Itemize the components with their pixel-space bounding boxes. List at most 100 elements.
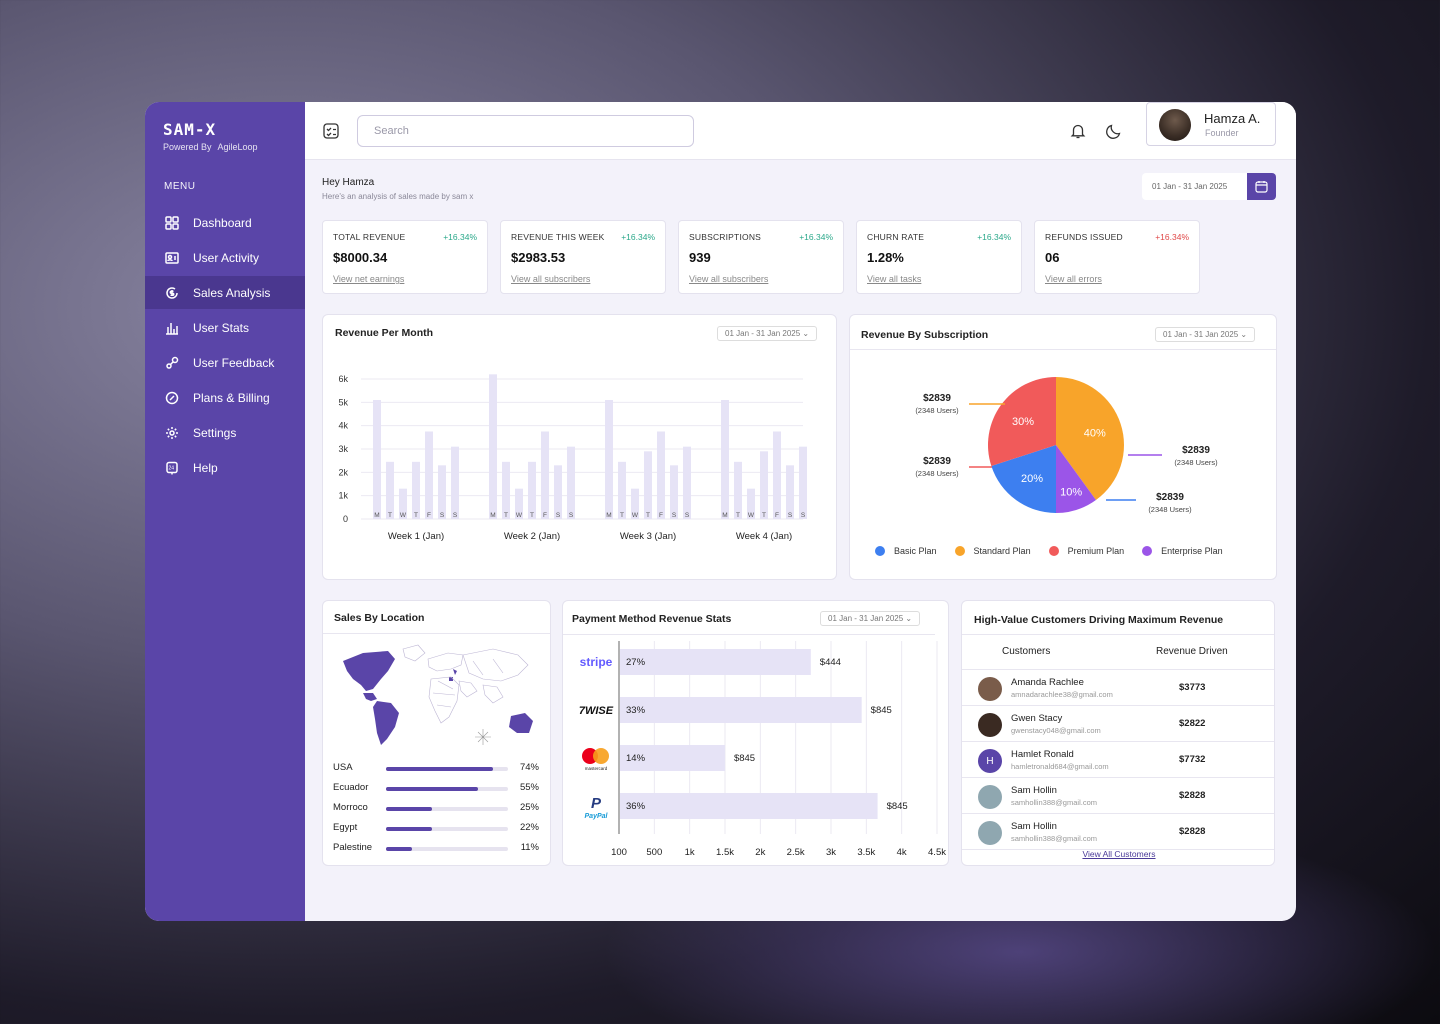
location-pct: 55% [519, 782, 539, 793]
day-label: M [606, 512, 611, 519]
day-label: T [620, 512, 624, 519]
kpi-value: $2983.53 [511, 250, 566, 265]
profile-menu[interactable]: Hamza A. Founder [1146, 102, 1276, 146]
customer-row[interactable]: Sam Hollin samhollin388@gmail.com $2828 [962, 777, 1274, 813]
sidebar-item-plans-billing[interactable]: Plans & Billing [145, 381, 305, 414]
date-dropdown[interactable]: 01 Jan - 31 Jan 2025 ⌄ [1155, 327, 1256, 342]
y-tick-label: 1k [338, 491, 348, 501]
y-tick-label: 5k [338, 397, 348, 407]
brand-name: SAM-X [163, 120, 217, 139]
kpi-link[interactable]: View net earnings [333, 274, 405, 284]
kpi-link[interactable]: View all subscribers [511, 274, 591, 284]
kpi-link[interactable]: View all subscribers [689, 274, 769, 284]
sidebar: SAM-X Powered By AgileLoop MENU Dashboard… [145, 102, 305, 921]
card-title: Revenue Per Month [335, 327, 434, 339]
col-customers: Customers [1002, 646, 1051, 657]
sidebar-nav: Dashboard User Activity Sales Analysis U… [145, 206, 305, 486]
sidebar-item-user-activity[interactable]: User Activity [145, 241, 305, 274]
card-title: High-Value Customers Driving Maximum Rev… [974, 614, 1224, 626]
sidebar-item-label: User Feedback [193, 355, 275, 370]
callout-amount: $2839 [923, 456, 951, 467]
kpi-delta: +16.34% [977, 232, 1011, 242]
feedback-icon [166, 356, 179, 369]
day-label: T [388, 512, 392, 519]
kpi-delta: +16.34% [621, 232, 655, 242]
x-tick-label: 4.5k [928, 847, 946, 858]
billing-icon [165, 391, 179, 404]
bar-value: $845 [734, 753, 755, 764]
svg-text:24: 24 [169, 465, 175, 471]
sales-by-location-card: Sales By Location [322, 600, 551, 866]
bar [747, 488, 755, 519]
location-row: USA 74% [333, 762, 539, 776]
bar [515, 488, 523, 519]
day-label: F [659, 512, 663, 519]
slice-label: 10% [1060, 487, 1082, 499]
card-title: Sales By Location [334, 612, 425, 624]
kpi-revenue-week: REVENUE THIS WEEK +16.34% $2983.53 View all… [500, 220, 666, 294]
day-label: T [646, 512, 650, 519]
legend-label: Standard Plan [973, 546, 1031, 556]
checklist-icon[interactable] [322, 122, 340, 140]
sidebar-item-label: Plans & Billing [193, 390, 270, 405]
y-tick-label: 6k [338, 374, 348, 384]
date-dropdown[interactable]: 01 Jan - 31 Jan 2025 ⌄ [717, 326, 818, 341]
country-name: Palestine [333, 842, 373, 853]
callout-amount: $2839 [923, 393, 951, 404]
bar [425, 431, 433, 519]
avatar [978, 677, 1002, 701]
kpi-link[interactable]: View all errors [1045, 274, 1102, 284]
day-label: F [543, 512, 547, 519]
customer-revenue: $2828 [1179, 826, 1206, 837]
legend-enterprise: Enterprise Plan [1142, 546, 1223, 556]
location-bar [386, 847, 412, 851]
day-label: F [427, 512, 431, 519]
date-dropdown[interactable]: 01 Jan - 31 Jan 2025 ⌄ [820, 611, 921, 626]
date-range-picker[interactable]: 01 Jan - 31 Jan 2025 [1142, 173, 1276, 200]
customer-row[interactable]: Amanda Rachlee amnadarachlee38@gmail.com $… [962, 669, 1274, 705]
location-bar [386, 767, 494, 771]
view-all-customers-link[interactable]: View All Customers [1082, 849, 1156, 859]
day-label: S [569, 512, 574, 519]
day-label: M [722, 512, 727, 519]
powered-by: Powered By [163, 142, 212, 152]
sidebar-item-settings[interactable]: Settings [145, 416, 305, 449]
location-pct: 25% [519, 802, 539, 813]
customer-row[interactable]: H Hamlet Ronald hamletronald684@gmail.com $… [962, 741, 1274, 777]
day-label: S [672, 512, 677, 519]
greeting: Hey Hamza Here's an analysis of sales ma… [322, 177, 473, 201]
search-input[interactable]: Search [357, 115, 694, 147]
bell-icon[interactable] [1069, 122, 1087, 140]
kpi-title: SUBSCRIPTIONS [689, 232, 762, 242]
menu-title: MENU [164, 181, 196, 192]
moon-icon[interactable] [1105, 122, 1123, 140]
sidebar-item-dashboard[interactable]: Dashboard [145, 206, 305, 239]
avatar [978, 713, 1002, 737]
customer-revenue: $2828 [1179, 790, 1206, 801]
kpi-row: TOTAL REVENUE +16.34% $8000.34 View net ear… [322, 220, 1200, 294]
avatar: H [978, 749, 1002, 773]
location-bar [386, 787, 478, 791]
legend-label: Enterprise Plan [1161, 546, 1223, 556]
kpi-value: $8000.34 [333, 250, 388, 265]
pie-slice [1056, 377, 1124, 501]
bar [399, 488, 407, 519]
kpi-link[interactable]: View all tasks [867, 274, 922, 284]
bar-value: $845 [887, 801, 908, 812]
payment-bar-chart: 100 500 1k 1.5k 2k 2.5k 3k 3.5k 4k 4.5k 27% $444 str… [579, 641, 946, 858]
sidebar-item-user-feedback[interactable]: User Feedback [145, 346, 305, 379]
dropdown-value: 01 Jan - 31 Jan 2025 [828, 614, 904, 623]
calendar-button[interactable] [1247, 173, 1276, 200]
pie-legend: Basic Plan Standard Plan Premium Plan En… [875, 546, 1223, 556]
location-bar [386, 827, 433, 831]
bar [657, 431, 665, 519]
dollar-refresh-icon [166, 286, 178, 299]
sidebar-item-sales-analysis[interactable]: Sales Analysis [145, 276, 305, 309]
customer-row[interactable]: Sam Hollin samhollin388@gmail.com $2828 [962, 813, 1274, 849]
customer-email: samhollin388@gmail.com [1011, 798, 1097, 807]
sidebar-item-help[interactable]: 24 Help [145, 451, 305, 484]
day-label: W [632, 512, 639, 519]
sidebar-item-user-stats[interactable]: User Stats [145, 311, 305, 344]
customer-row[interactable]: Gwen Stacy gwenstacy048@gmail.com $2822 [962, 705, 1274, 741]
kpi-title: REVENUE THIS WEEK [511, 232, 605, 242]
